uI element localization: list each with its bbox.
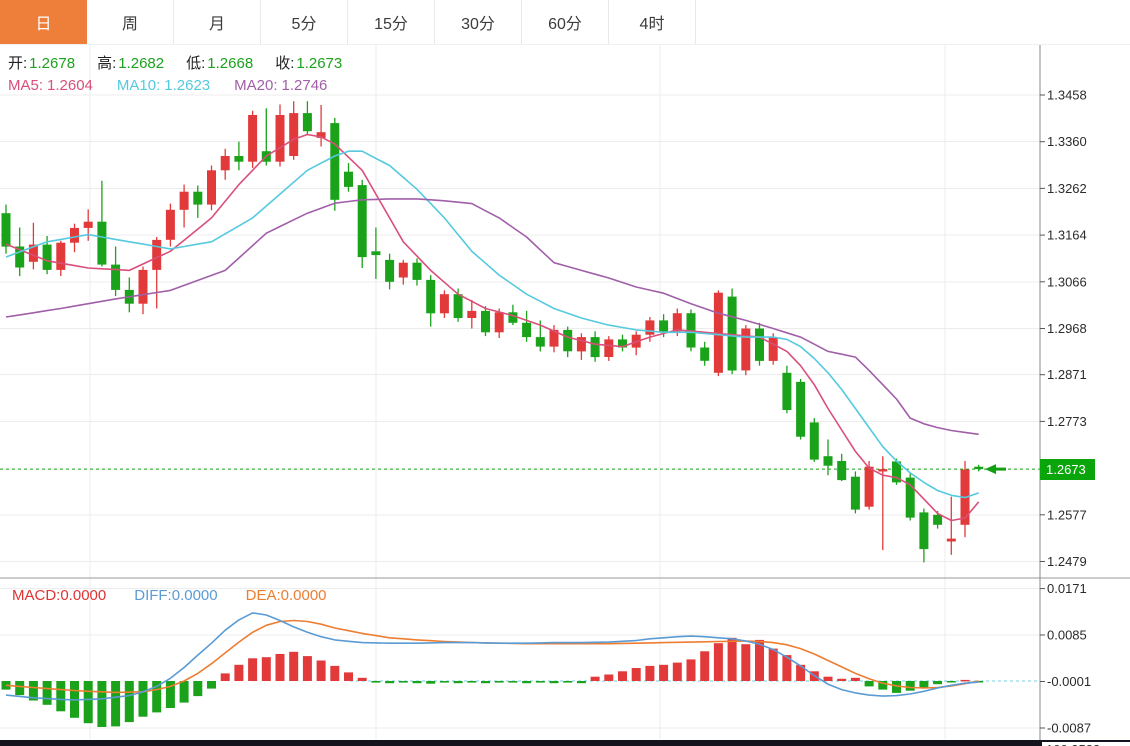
- close-label: 收:: [275, 55, 295, 72]
- svg-text:1.2479: 1.2479: [1047, 554, 1087, 569]
- close-value: 1.2673: [296, 55, 343, 72]
- high-group: 高: 1.2682: [97, 52, 164, 73]
- ma5-value: 1.2604: [47, 77, 93, 94]
- svg-text:1.3360: 1.3360: [1047, 134, 1087, 149]
- low-value: 1.2668: [207, 55, 254, 72]
- tab-hour4[interactable]: 4时: [609, 0, 696, 44]
- svg-text:1.2968: 1.2968: [1047, 321, 1087, 336]
- macd-lines: [5, 612, 979, 701]
- tab-week[interactable]: 周: [87, 0, 174, 44]
- svg-text:1.3458: 1.3458: [1047, 88, 1087, 103]
- svg-text:1.2871: 1.2871: [1047, 367, 1087, 382]
- ma10-group: MA10: 1.2623: [117, 77, 210, 94]
- close-group: 收: 1.2673: [275, 52, 342, 73]
- tab-day[interactable]: 日: [0, 0, 87, 44]
- current-price-tag: 1.2673: [1040, 459, 1095, 480]
- ma5-group: MA5: 1.2604: [8, 77, 93, 94]
- current-price-marker: [985, 464, 1006, 475]
- dea-value: 0.0000: [280, 587, 327, 604]
- ohlc-header: 开: 1.2678 高: 1.2682 低: 1.2668 收: 1.2673: [8, 52, 342, 73]
- ma5-label: MA5:: [8, 77, 44, 94]
- svg-text:1.3066: 1.3066: [1047, 274, 1087, 289]
- candlesticks: [1, 101, 984, 563]
- tab-min5[interactable]: 5分: [261, 0, 348, 44]
- low-group: 低: 1.2668: [186, 52, 253, 73]
- ma20-value: 1.2746: [281, 77, 328, 94]
- open-group: 开: 1.2678: [8, 52, 75, 73]
- macd-value: 0.0000: [60, 587, 107, 604]
- diff-group: DIFF:0.0000: [134, 587, 217, 604]
- diff-label: DIFF:: [134, 587, 172, 604]
- low-label: 低:: [186, 55, 206, 72]
- ma20-group: MA20: 1.2746: [234, 77, 327, 94]
- tab-min15[interactable]: 15分: [348, 0, 435, 44]
- price-axis-labels: 1.3458 1.3360 1.3262 1.3164 1.3066 1.2968 1.28…: [1040, 88, 1087, 569]
- macd-histogram: [1, 637, 984, 727]
- pane-borders: [0, 44, 1130, 746]
- dea-label: DEA:: [245, 587, 281, 604]
- ma10-value: 1.2623: [164, 77, 211, 94]
- diff-value: 0.0000: [171, 587, 218, 604]
- timeframe-tabbar: 日周月 5分 15分 30分 60分 4时: [0, 0, 1130, 45]
- high-label: 高:: [97, 55, 117, 72]
- macd-header: MACD:0.0000 DIFF:0.0000 DEA:0.0000: [12, 587, 327, 604]
- dea-group: DEA:0.0000: [246, 587, 327, 604]
- tab-min30[interactable]: 30分: [435, 0, 522, 44]
- macd-axis-labels: 0.0171 0.0085 -0.0001 -0.0087: [1040, 581, 1091, 736]
- ma10-label: MA10:: [116, 77, 161, 94]
- svg-text:0.0085: 0.0085: [1047, 628, 1087, 643]
- svg-text:1.2577: 1.2577: [1047, 507, 1087, 522]
- svg-text:1.3262: 1.3262: [1047, 181, 1087, 196]
- svg-text:-0.0001: -0.0001: [1047, 674, 1091, 689]
- svg-text:-0.0087: -0.0087: [1047, 721, 1091, 736]
- macd-label: MACD:: [12, 587, 61, 604]
- ma-lines: [5, 133, 980, 522]
- svg-text:1.3164: 1.3164: [1047, 228, 1087, 243]
- ma20-label: MA20:: [234, 77, 278, 94]
- svg-text:1.2773: 1.2773: [1047, 414, 1087, 429]
- bottom-pane-divider-right: [1042, 740, 1130, 742]
- open-value: 1.2678: [29, 55, 76, 72]
- macd-group: MACD:0.0000: [12, 587, 106, 604]
- gridlines: [0, 44, 1040, 739]
- open-label: 开:: [8, 55, 28, 72]
- clipped-axis-label: 100.2533: [1046, 742, 1100, 746]
- bottom-pane-divider: [0, 740, 1042, 746]
- ma-header: MA5: 1.2604 MA10: 1.2623 MA20: 1.2746: [8, 77, 327, 94]
- high-value: 1.2682: [118, 55, 165, 72]
- tab-month[interactable]: 月: [174, 0, 261, 44]
- tab-min60[interactable]: 60分: [522, 0, 609, 44]
- svg-text:0.0171: 0.0171: [1047, 581, 1087, 596]
